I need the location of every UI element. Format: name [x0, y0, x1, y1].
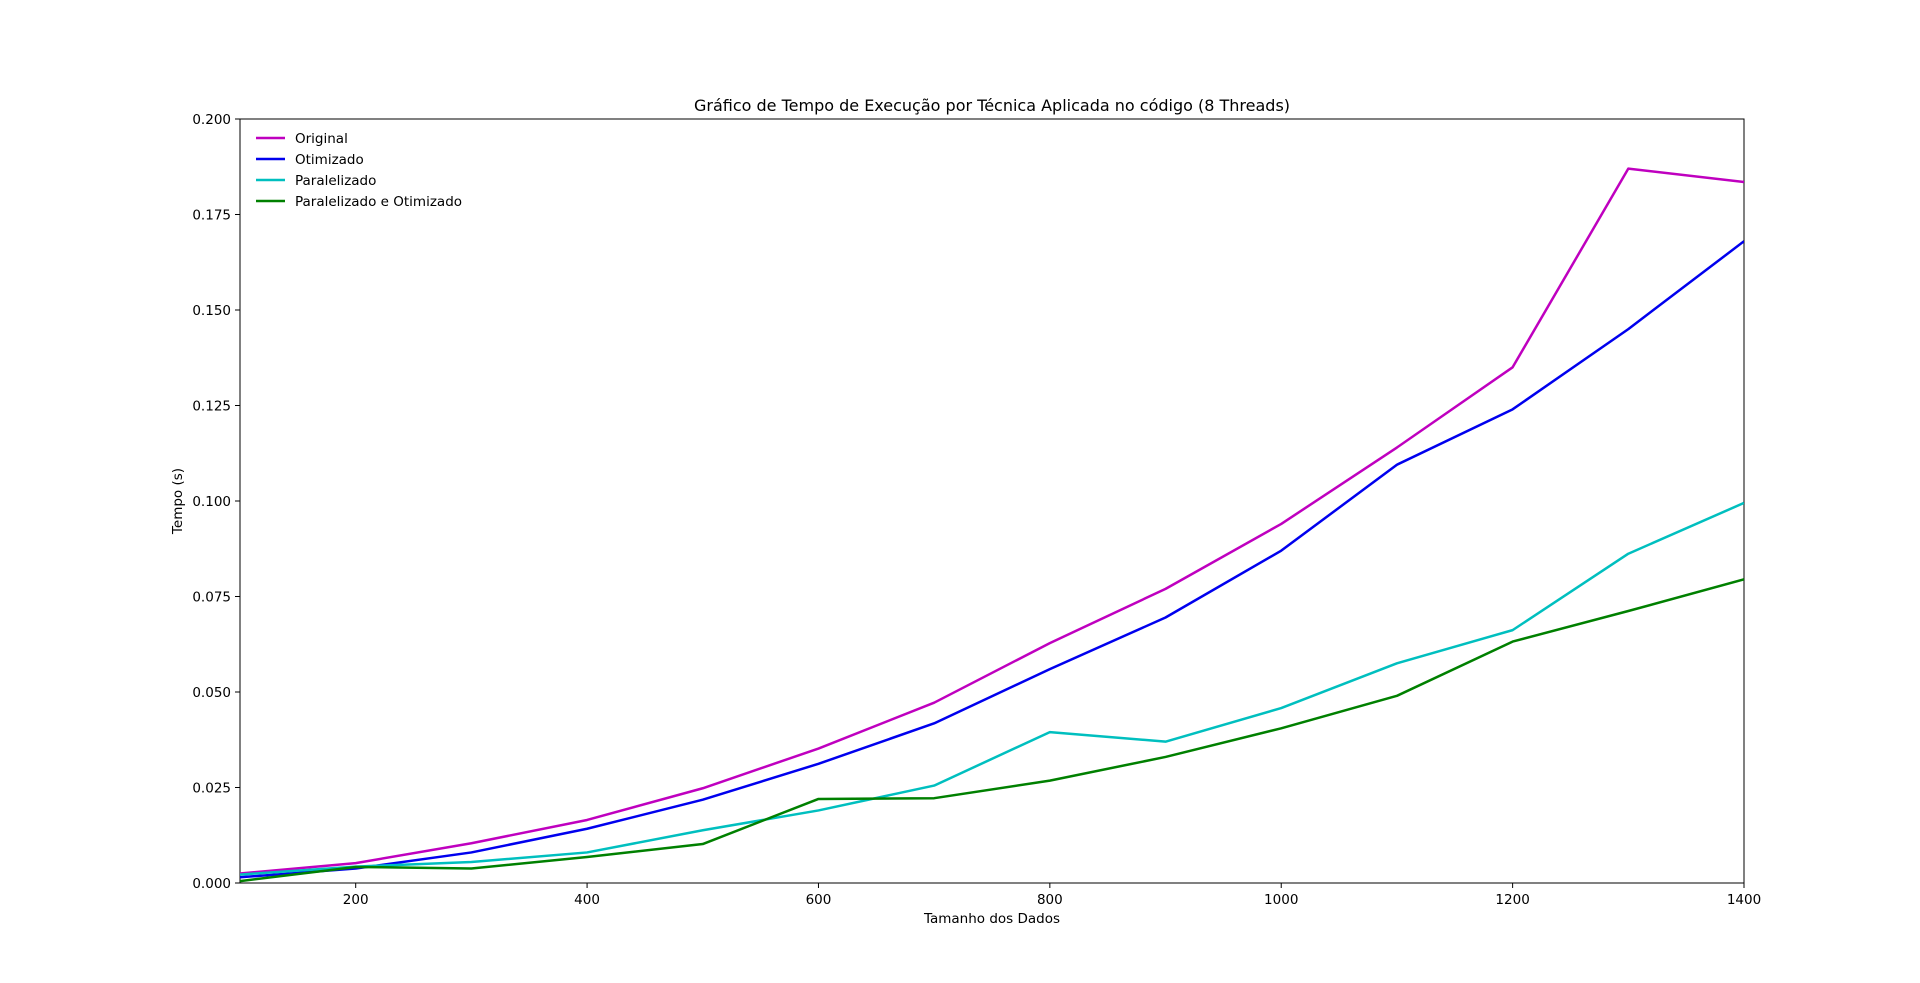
plot-frame: [239, 118, 1745, 884]
y-tick-label: 0.075: [192, 590, 231, 606]
series-line-paralelizado: [240, 501, 1744, 876]
y-tick-label: 0.200: [192, 112, 231, 128]
x-axis-ticks: 200 400 600 800 1000 1200 1400: [343, 883, 1761, 908]
series-line-otimizado: [240, 240, 1744, 879]
x-tick-label: 800: [1037, 892, 1063, 908]
y-tick-label: 0.150: [192, 303, 231, 319]
y-axis-ticks: 0.000 0.025 0.050 0.075 0.100 0.125 0.150 0.175…: [192, 112, 240, 892]
y-tick-label: 0.125: [192, 399, 231, 415]
y-tick-label: 0.100: [192, 494, 231, 510]
y-tick-label: 0.050: [192, 685, 231, 701]
plot-area: [239, 118, 1745, 884]
x-axis-label: Tamanho dos Dados: [923, 911, 1060, 927]
x-tick-label: 1200: [1495, 892, 1529, 908]
y-tick-label: 0.000: [192, 876, 231, 892]
legend-label: Original: [295, 131, 348, 147]
legend-label: Paralelizado: [295, 173, 376, 189]
y-tick-label: 0.175: [192, 208, 231, 224]
legend: Original Otimizado Paralelizado Paralelizad…: [256, 131, 462, 210]
series-line-original: [240, 167, 1744, 875]
chart-title: Gráfico de Tempo de Execução por Técnica…: [694, 96, 1290, 115]
y-axis-label: Tempo (s): [170, 468, 186, 535]
x-tick-label: 200: [343, 892, 369, 908]
y-tick-label: 0.025: [192, 781, 231, 797]
series-line-paralelizado-e-otimizado: [240, 578, 1744, 883]
x-tick-label: 1000: [1264, 892, 1298, 908]
x-tick-label: 600: [806, 892, 832, 908]
x-tick-label: 400: [574, 892, 600, 908]
x-tick-label: 1400: [1727, 892, 1761, 908]
series-lines: [240, 167, 1744, 883]
legend-label: Paralelizado e Otimizado: [295, 194, 462, 210]
legend-label: Otimizado: [295, 152, 364, 168]
